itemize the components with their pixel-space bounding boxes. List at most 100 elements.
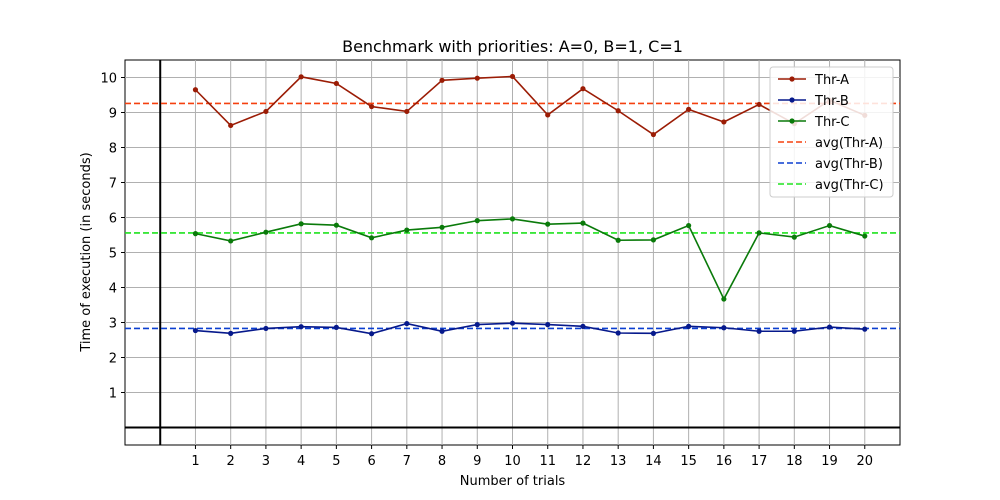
legend-items: Thr-A Thr-B Thr-C avg(Thr-A) avg(Thr-B) avg(T… — [778, 73, 884, 193]
x-axis-label: Number of trials — [460, 474, 566, 489]
data-point-thr-a — [721, 119, 727, 125]
legend-label: Thr-C — [814, 115, 849, 130]
data-point-thr-c — [650, 237, 657, 243]
data-point-thr-b — [192, 327, 199, 334]
legend-marker — [789, 76, 795, 82]
legend-item: Thr-B — [778, 94, 849, 109]
data-point-thr-c — [615, 237, 621, 243]
data-point-thr-c — [439, 224, 445, 230]
x-tick-label: 5 — [332, 454, 340, 469]
y-tick-label: 6 — [109, 212, 117, 227]
data-point-thr-c — [474, 218, 480, 224]
data-point-thr-a — [368, 103, 375, 110]
legend-item: avg(Thr-C) — [778, 178, 884, 193]
x-tick-label: 14 — [645, 454, 662, 469]
y-tick-label: 9 — [109, 107, 117, 122]
y-tick-label: 4 — [109, 282, 117, 297]
data-point-thr-c — [228, 238, 234, 244]
legend-marker — [789, 118, 795, 124]
x-axis-ticks: 1 2 3 4 5 6 7 8 9 10 11 12 13 14 15 16 17 18 19 20 — [191, 445, 873, 469]
series-line-thr-a — [194, 75, 866, 136]
series-layer — [125, 73, 900, 337]
x-tick-label: 3 — [262, 454, 270, 469]
data-point-thr-c — [333, 222, 339, 228]
x-tick-label: 8 — [438, 454, 446, 469]
data-point-thr-b — [228, 330, 234, 336]
y-tick-label: 1 — [109, 387, 117, 402]
data-point-thr-a — [263, 108, 269, 115]
x-tick-label: 11 — [539, 454, 556, 469]
x-tick-label: 20 — [856, 454, 873, 469]
y-axis-label: Time of execution (in seconds) — [79, 152, 94, 352]
legend-label: Thr-A — [814, 73, 849, 88]
zero-axes — [125, 60, 900, 445]
chart-title: Benchmark with priorities: A=0, B=1, C=1 — [342, 37, 683, 56]
data-point-thr-c — [404, 227, 410, 233]
y-tick-label: 10 — [100, 72, 117, 87]
legend-label: Thr-B — [814, 94, 849, 109]
x-tick-label: 2 — [227, 454, 235, 469]
data-point-thr-b — [756, 328, 762, 334]
data-point-thr-a — [439, 77, 445, 83]
data-point-thr-a — [545, 112, 551, 118]
data-point-thr-c — [756, 230, 762, 236]
data-point-thr-c — [298, 221, 304, 227]
y-tick-label: 8 — [109, 142, 117, 157]
data-point-thr-a — [404, 108, 410, 115]
data-point-thr-b — [263, 325, 269, 332]
x-tick-label: 12 — [575, 454, 592, 469]
data-point-thr-c — [580, 220, 586, 226]
data-point-thr-a — [333, 80, 339, 87]
x-tick-label: 15 — [680, 454, 697, 469]
legend-marker — [789, 97, 795, 103]
data-point-thr-b — [439, 328, 445, 334]
data-point-thr-b — [686, 323, 692, 329]
grid — [125, 60, 900, 445]
data-point-thr-a — [650, 131, 657, 138]
y-tick-label: 2 — [109, 352, 117, 367]
data-point-thr-a — [615, 108, 621, 114]
x-tick-label: 9 — [473, 454, 481, 469]
legend-item: avg(Thr-B) — [778, 157, 883, 172]
data-point-thr-c — [509, 216, 516, 222]
legend-item: avg(Thr-A) — [778, 136, 883, 151]
x-tick-label: 19 — [821, 454, 838, 469]
legend: Thr-A Thr-B Thr-C avg(Thr-A) avg(Thr-B) avg(T… — [769, 66, 894, 198]
data-point-thr-b — [368, 331, 375, 337]
legend-label: avg(Thr-A) — [815, 136, 883, 151]
data-point-thr-b — [791, 328, 797, 334]
y-axis-ticks: 1 2 3 4 5 6 7 8 9 10 — [100, 72, 125, 402]
data-point-thr-b — [298, 324, 304, 330]
x-tick-label: 4 — [297, 454, 305, 469]
y-tick-label: 7 — [109, 177, 117, 192]
data-point-thr-a — [192, 87, 199, 93]
data-point-thr-c — [791, 234, 797, 240]
data-point-thr-a — [474, 75, 480, 81]
x-tick-label: 10 — [504, 454, 521, 469]
x-tick-label: 13 — [610, 454, 627, 469]
data-point-thr-a — [228, 122, 234, 129]
legend-item: Thr-C — [778, 115, 849, 130]
legend-label: avg(Thr-B) — [815, 157, 883, 172]
data-point-thr-b — [721, 325, 727, 331]
y-tick-label: 3 — [109, 317, 117, 332]
data-point-thr-b — [862, 326, 868, 332]
data-point-thr-c — [545, 221, 551, 227]
x-tick-label: 1 — [191, 454, 199, 469]
data-point-thr-c — [263, 229, 269, 235]
data-point-thr-a — [686, 106, 692, 112]
data-point-thr-c — [368, 235, 375, 241]
data-point-thr-b — [404, 320, 410, 327]
data-point-thr-b — [650, 330, 657, 336]
data-point-thr-c — [826, 222, 833, 229]
data-point-thr-b — [474, 322, 480, 328]
data-point-thr-b — [545, 322, 551, 328]
x-tick-label: 6 — [367, 454, 375, 469]
x-tick-label: 7 — [403, 454, 411, 469]
data-point-thr-c — [192, 231, 199, 237]
data-point-thr-a — [580, 86, 586, 92]
data-point-thr-c — [862, 233, 868, 239]
y-tick-label: 5 — [109, 247, 117, 262]
